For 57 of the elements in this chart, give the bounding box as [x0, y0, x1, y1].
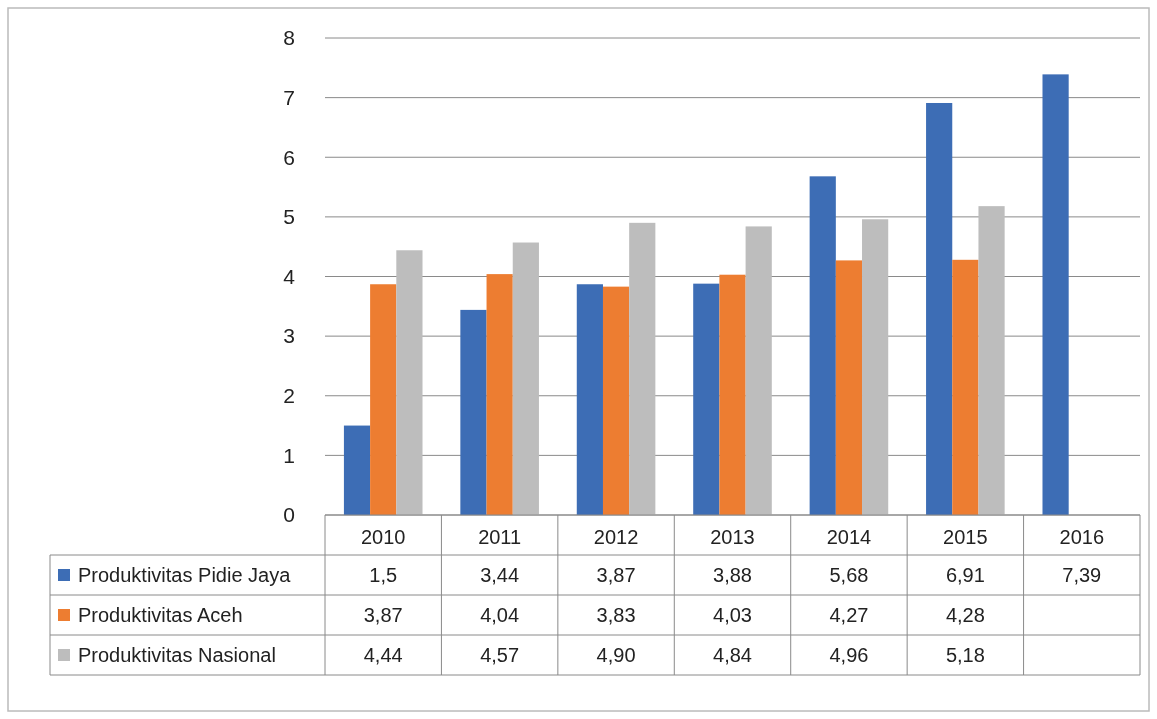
- legend-label: Produktivitas Pidie Jaya: [78, 564, 292, 586]
- bar: [745, 226, 772, 515]
- data-label: 4,84: [713, 644, 752, 666]
- bar: [835, 260, 863, 515]
- data-label: 4,44: [363, 644, 403, 666]
- data-label: 5,68: [829, 564, 869, 586]
- x-tick-label: 2014: [826, 526, 872, 548]
- legend-label: Produktivitas Aceh: [78, 604, 243, 626]
- bar: [602, 286, 630, 515]
- bar: [486, 274, 513, 515]
- data-label: 5,18: [945, 644, 985, 666]
- data-label: 4,57: [480, 644, 520, 666]
- y-tick-label: 1: [283, 443, 295, 467]
- data-label: 4,96: [829, 644, 869, 666]
- y-tick-label: 5: [283, 205, 295, 229]
- bar: [576, 284, 603, 515]
- x-tick-label: 2011: [478, 526, 522, 548]
- bar: [1042, 74, 1069, 515]
- bar: [370, 284, 397, 515]
- data-label: 3,83: [596, 604, 636, 626]
- x-tick-label: 2016: [1059, 526, 1105, 548]
- bar: [809, 176, 836, 515]
- data-label: 3,87: [596, 564, 636, 586]
- data-label: 3,87: [363, 604, 403, 626]
- bar: [952, 259, 979, 515]
- x-tick-label: 2013: [710, 526, 755, 548]
- bar: [862, 219, 889, 515]
- x-tick-label: 2015: [943, 526, 988, 548]
- y-tick-label: 7: [283, 85, 295, 109]
- x-tick-label: 2012: [593, 526, 639, 548]
- bar: [693, 283, 720, 515]
- bar: [343, 425, 371, 515]
- data-label: 4,04: [480, 604, 520, 626]
- data-label: 6,91: [945, 564, 985, 586]
- data-label: 4,03: [713, 604, 752, 626]
- legend-label: Produktivitas Nasional: [78, 644, 276, 666]
- data-label: 4,27: [829, 604, 869, 626]
- y-tick-label: 0: [283, 503, 295, 527]
- y-tick-label: 4: [283, 264, 296, 288]
- data-label: 3,88: [713, 564, 752, 586]
- y-tick-label: 3: [283, 324, 295, 348]
- bar: [460, 309, 487, 515]
- y-tick-label: 8: [283, 26, 295, 50]
- y-tick-label: 6: [283, 145, 295, 169]
- data-label: 4,28: [945, 604, 985, 626]
- bar: [719, 274, 746, 515]
- data-label: 7,39: [1062, 564, 1102, 586]
- y-tick-label: 2: [283, 384, 295, 408]
- x-tick-label: 2010: [360, 526, 406, 548]
- data-label: 4,90: [596, 644, 636, 666]
- bar: [629, 222, 656, 515]
- bar: [396, 250, 423, 515]
- bar: [926, 102, 953, 515]
- bar: [978, 206, 1005, 515]
- data-label: 3,44: [480, 564, 520, 586]
- data-label: 1,5: [369, 564, 398, 586]
- bar: [512, 242, 539, 515]
